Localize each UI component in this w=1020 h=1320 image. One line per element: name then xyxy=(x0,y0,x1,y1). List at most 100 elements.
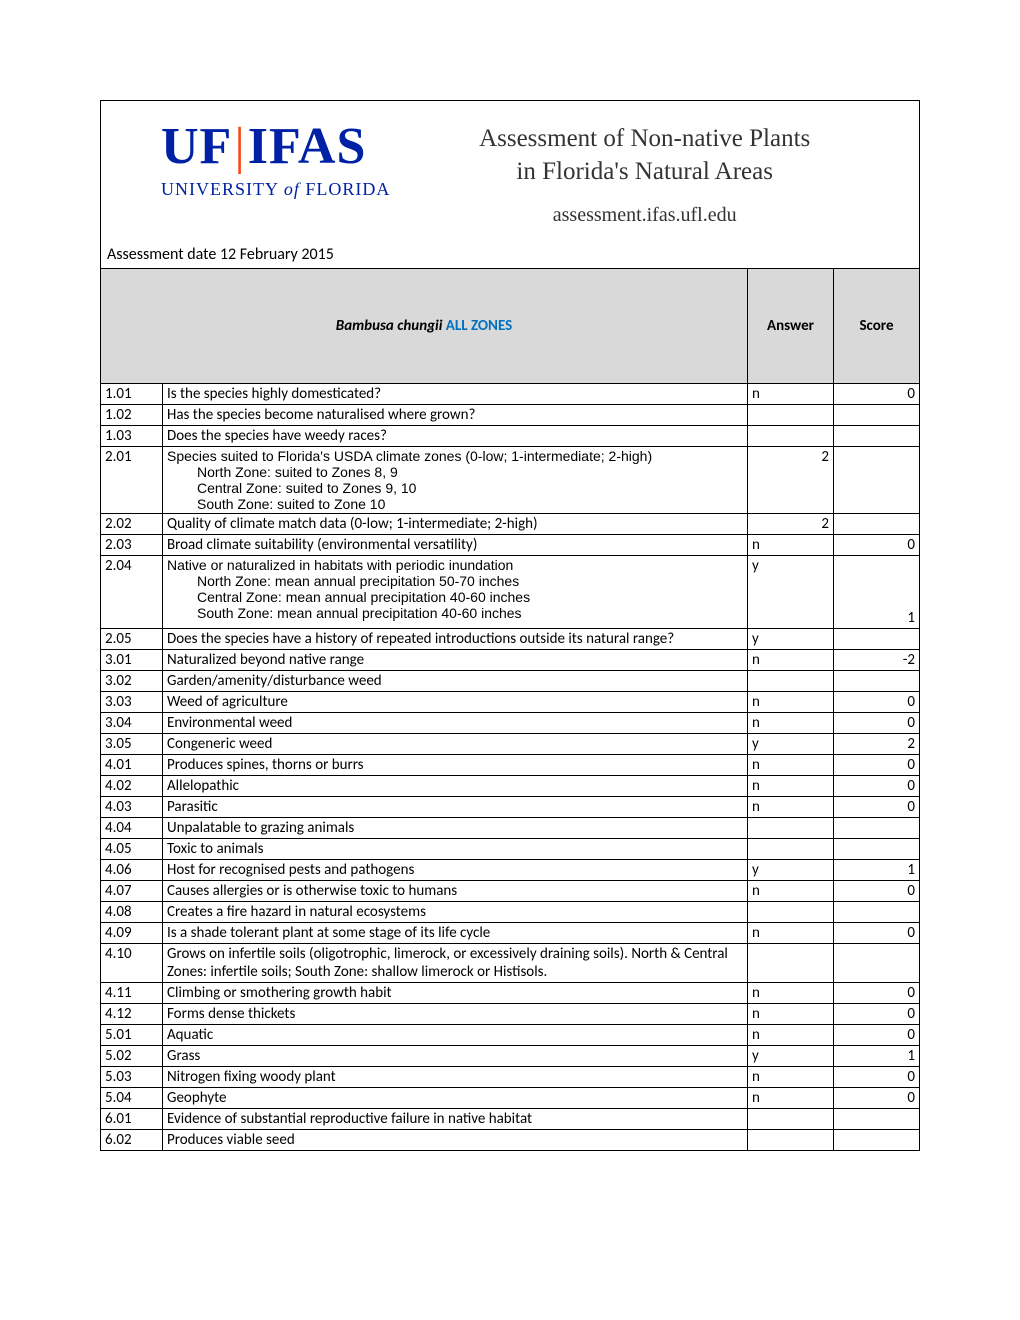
row-answer: 2 xyxy=(748,514,834,535)
logo-uf-text: UF xyxy=(161,118,232,175)
row-score xyxy=(834,629,920,650)
row-question: Congeneric weed xyxy=(163,734,748,755)
assessment-date: Assessment date 12 February 2015 xyxy=(101,227,919,268)
table-row: 4.12Forms dense thicketsn0 xyxy=(101,1004,920,1025)
row-answer: n xyxy=(748,1067,834,1088)
species-name: Bambusa chungii xyxy=(336,317,443,335)
table-row: 1.01Is the species highly domesticated?n… xyxy=(101,384,920,405)
row-number: 3.02 xyxy=(101,671,163,692)
table-body: 1.01Is the species highly domesticated?n… xyxy=(101,384,920,1151)
row-score: 1 xyxy=(834,860,920,881)
row-score: 0 xyxy=(834,1025,920,1046)
row-question: Broad climate suitability (environmental… xyxy=(163,535,748,556)
row-question: Is the species highly domesticated? xyxy=(163,384,748,405)
row-question: Grass xyxy=(163,1046,748,1067)
row-score xyxy=(834,818,920,839)
table-row: 4.03Parasiticn0 xyxy=(101,797,920,818)
row-answer xyxy=(748,405,834,426)
table-row: 2.04Native or naturalized in habitats wi… xyxy=(101,556,920,629)
row-question: Species suited to Florida's USDA climate… xyxy=(163,447,748,514)
row-question: Quality of climate match data (0-low; 1-… xyxy=(163,514,748,535)
table-row: 2.02Quality of climate match data (0-low… xyxy=(101,514,920,535)
table-row: 4.08Creates a fire hazard in natural eco… xyxy=(101,902,920,923)
row-question: Is a shade tolerant plant at some stage … xyxy=(163,923,748,944)
row-number: 2.03 xyxy=(101,535,163,556)
table-row: 2.01Species suited to Florida's USDA cli… xyxy=(101,447,920,514)
logo-ifas-text: IFAS xyxy=(248,118,367,175)
row-question: Naturalized beyond native range xyxy=(163,650,748,671)
row-number: 5.04 xyxy=(101,1088,163,1109)
row-answer xyxy=(748,1109,834,1130)
table-row: 3.02Garden/amenity/disturbance weed xyxy=(101,671,920,692)
row-answer: n xyxy=(748,923,834,944)
answer-header: Answer xyxy=(748,269,834,384)
row-question: Evidence of substantial reproductive fai… xyxy=(163,1109,748,1130)
row-score: 0 xyxy=(834,713,920,734)
table-row: 4.05Toxic to animals xyxy=(101,839,920,860)
row-answer: y xyxy=(748,860,834,881)
table-row: 4.11Climbing or smothering growth habitn… xyxy=(101,983,920,1004)
table-row: 1.03Does the species have weedy races? xyxy=(101,426,920,447)
row-number: 3.01 xyxy=(101,650,163,671)
table-row: 2.05Does the species have a history of r… xyxy=(101,629,920,650)
table-row: 3.03Weed of agriculturen0 xyxy=(101,692,920,713)
row-number: 2.05 xyxy=(101,629,163,650)
row-answer: n xyxy=(748,692,834,713)
row-question: Host for recognised pests and pathogens xyxy=(163,860,748,881)
header-top: UF|IFAS UNIVERSITY of FLORIDA Assessment… xyxy=(101,101,919,227)
row-question: Does the species have a history of repea… xyxy=(163,629,748,650)
row-score xyxy=(834,839,920,860)
row-question: Aquatic xyxy=(163,1025,748,1046)
table-row: 3.04Environmental weedn0 xyxy=(101,713,920,734)
row-question: Produces viable seed xyxy=(163,1130,748,1151)
row-score: 0 xyxy=(834,1088,920,1109)
row-answer: n xyxy=(748,983,834,1004)
row-answer xyxy=(748,1130,834,1151)
row-answer: y xyxy=(748,734,834,755)
table-row: 4.07Causes allergies or is otherwise tox… xyxy=(101,881,920,902)
table-row: 4.06Host for recognised pests and pathog… xyxy=(101,860,920,881)
row-score: -2 xyxy=(834,650,920,671)
row-question: Produces spines, thorns or burrs xyxy=(163,755,748,776)
row-score: 0 xyxy=(834,1004,920,1025)
row-score: 0 xyxy=(834,1067,920,1088)
row-number: 4.11 xyxy=(101,983,163,1004)
table-row: 2.03Broad climate suitability (environme… xyxy=(101,535,920,556)
page: UF|IFAS UNIVERSITY of FLORIDA Assessment… xyxy=(0,0,1020,1191)
row-number: 4.10 xyxy=(101,944,163,983)
header-url: assessment.ifas.ufl.edu xyxy=(390,204,899,227)
table-row: 4.09Is a shade tolerant plant at some st… xyxy=(101,923,920,944)
row-question: Forms dense thickets xyxy=(163,1004,748,1025)
row-question: Climbing or smothering growth habit xyxy=(163,983,748,1004)
row-score: 0 xyxy=(834,797,920,818)
row-answer: y xyxy=(748,556,834,629)
row-question: Weed of agriculture xyxy=(163,692,748,713)
row-score xyxy=(834,1109,920,1130)
logo-florida-word: FLORIDA xyxy=(305,179,390,199)
table-row: 6.01Evidence of substantial reproductive… xyxy=(101,1109,920,1130)
row-number: 6.01 xyxy=(101,1109,163,1130)
table-row: 5.04Geophyten0 xyxy=(101,1088,920,1109)
logo-of-word: of xyxy=(284,179,300,199)
row-answer: n xyxy=(748,535,834,556)
row-score xyxy=(834,514,920,535)
row-score: 0 xyxy=(834,776,920,797)
row-number: 5.02 xyxy=(101,1046,163,1067)
header-title-line2: in Florida's Natural Areas xyxy=(516,158,773,185)
row-score xyxy=(834,405,920,426)
row-number: 4.08 xyxy=(101,902,163,923)
table-row: 5.03Nitrogen fixing woody plantn0 xyxy=(101,1067,920,1088)
row-answer: n xyxy=(748,797,834,818)
row-number: 4.06 xyxy=(101,860,163,881)
row-answer xyxy=(748,902,834,923)
row-answer: n xyxy=(748,650,834,671)
row-answer: n xyxy=(748,384,834,405)
row-question: Toxic to animals xyxy=(163,839,748,860)
header-title-line1: Assessment of Non-native Plants xyxy=(479,125,810,152)
row-score xyxy=(834,902,920,923)
table-header-row: Bambusa chungii ALL ZONES Answer Score xyxy=(101,269,920,384)
species-zone: ALL ZONES xyxy=(442,317,512,335)
row-number: 4.01 xyxy=(101,755,163,776)
row-number: 6.02 xyxy=(101,1130,163,1151)
row-score: 1 xyxy=(834,1046,920,1067)
